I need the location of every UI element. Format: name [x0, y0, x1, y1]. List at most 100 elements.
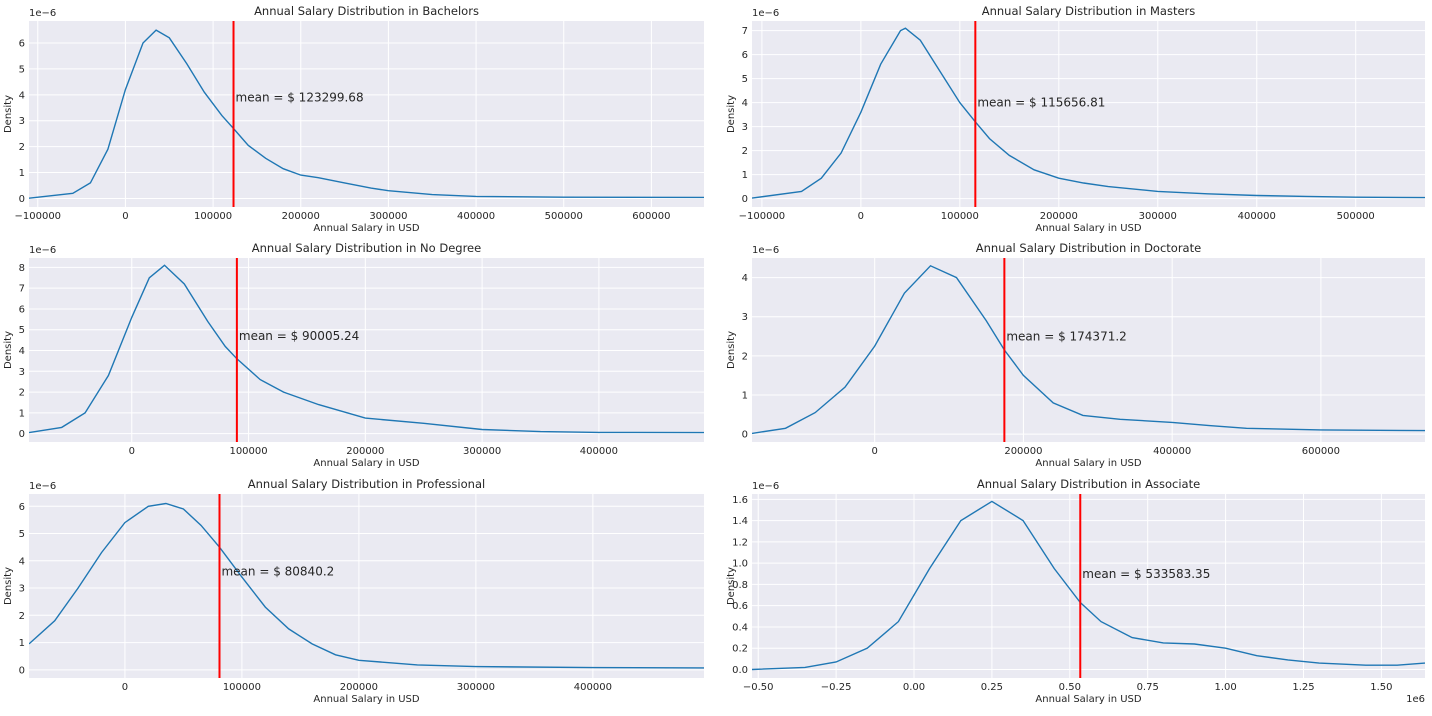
plot-area [29, 21, 704, 207]
plot-area [752, 21, 1425, 207]
x-tick-label: −0.50 [743, 682, 774, 693]
y-tick-label: 5 [19, 529, 25, 540]
y-tick-label: 7 [19, 284, 25, 295]
x-tick-label: 400000 [574, 682, 612, 693]
y-tick-label: 7 [742, 26, 748, 37]
y-tick-label: 2 [19, 611, 25, 622]
x-tick-label: 100000 [229, 446, 267, 457]
x-tick-label: 500000 [1337, 211, 1375, 222]
y-tick-label: 6 [19, 304, 25, 315]
x-tick-label: 1.25 [1292, 682, 1314, 693]
y-tick-label: 4 [19, 90, 25, 101]
chart-title: Annual Salary Distribution in Doctorate [976, 241, 1201, 255]
mean-annotation: mean = $ 90005.24 [239, 329, 359, 343]
x-tick-label: 200000 [1004, 446, 1042, 457]
x-tick-label: 0 [122, 211, 128, 222]
y-tick-label: 1 [19, 638, 25, 649]
plot-area [752, 258, 1425, 442]
y-tick-label: 0 [742, 430, 748, 441]
plot-area [752, 494, 1425, 678]
mean-annotation: mean = $ 80840.2 [221, 565, 334, 579]
y-tick-label: 1.0 [732, 559, 748, 570]
mean-annotation: mean = $ 123299.68 [236, 90, 364, 104]
x-tick-label: 400000 [1153, 446, 1191, 457]
x-tick-label: 200000 [340, 682, 378, 693]
x-tick-label: 1.00 [1214, 682, 1236, 693]
x-tick-label: −0.25 [821, 682, 852, 693]
chart-panel: −100000 0 100000 200000 300000 400000 500000 60… [3, 4, 704, 234]
chart-panel: −0.50 −0.25 0.00 0.25 0.50 0.75 1.00 1.25 1.50 0.… [726, 477, 1425, 705]
y-tick-label: 3 [19, 584, 25, 595]
y-offset-label: 1e−6 [752, 245, 779, 256]
chart-panel: 0 200000 400000 600000 0 1 2 3 4 Annual Salary Di… [726, 241, 1425, 469]
x-tick-label: 300000 [1139, 211, 1177, 222]
chart-title: Annual Salary Distribution in Associate [977, 477, 1200, 491]
y-tick-label: 3 [19, 367, 25, 378]
x-tick-label: 1.50 [1370, 682, 1392, 693]
y-tick-label: 0.2 [732, 644, 748, 655]
y-axis-label: Density [3, 331, 14, 369]
chart-title: Annual Salary Distribution in Profession… [248, 477, 485, 491]
y-tick-label: 6 [19, 502, 25, 513]
x-tick-label: 600000 [632, 211, 670, 222]
x-axis-label: Annual Salary in USD [313, 694, 419, 705]
x-tick-label: 400000 [457, 211, 495, 222]
density-curve [752, 500, 1425, 671]
y-tick-label: 0.4 [732, 622, 748, 633]
x-axis-label: Annual Salary in USD [1035, 458, 1141, 469]
y-axis-label: Density [3, 567, 14, 605]
mean-annotation: mean = $ 115656.81 [977, 96, 1105, 110]
density-curve [29, 502, 704, 669]
y-tick-label: 0 [19, 194, 25, 205]
x-tick-label: 300000 [463, 446, 501, 457]
plot-area [29, 258, 704, 442]
y-axis-label: Density [726, 567, 737, 605]
x-tick-label: 0 [872, 446, 878, 457]
y-tick-label: 0.0 [732, 665, 748, 676]
y-tick-label: 0.8 [732, 580, 748, 591]
y-axis-label: Density [726, 95, 737, 133]
x-tick-label: −100000 [739, 211, 786, 222]
y-tick-label: 6 [742, 50, 748, 61]
x-axis-label: Annual Salary in USD [1035, 223, 1141, 234]
y-tick-label: 1.4 [732, 516, 748, 527]
mean-annotation: mean = $ 174371.2 [1006, 329, 1126, 343]
y-tick-label: 2 [742, 146, 748, 157]
chart-title: Annual Salary Distribution in Bachelors [254, 4, 479, 18]
x-tick-label: 100000 [223, 682, 261, 693]
x-tick-label: 400000 [580, 446, 618, 457]
x-tick-label: 500000 [545, 211, 583, 222]
y-tick-label: 2 [19, 388, 25, 399]
chart-panel: 0 100000 200000 300000 400000 0 1 2 3 4 5 6 Annual S… [3, 477, 704, 705]
x-tick-label: 200000 [1040, 211, 1078, 222]
y-tick-label: 1 [742, 391, 748, 402]
y-tick-label: 0.6 [732, 601, 748, 612]
y-tick-label: 4 [742, 98, 748, 109]
y-tick-label: 1 [19, 408, 25, 419]
y-tick-label: 1 [742, 170, 748, 181]
y-tick-label: 3 [742, 122, 748, 133]
x-axis-label: Annual Salary in USD [313, 458, 419, 469]
x-tick-label: 300000 [457, 682, 495, 693]
x-tick-label: 200000 [282, 211, 320, 222]
x-tick-label: 100000 [941, 211, 979, 222]
y-tick-label: 0 [19, 665, 25, 676]
density-curve [29, 29, 704, 199]
chart-panel: 0 100000 200000 300000 400000 0 1 2 3 4 5 6 7 8 Annual… [3, 241, 704, 469]
chart-panel: −100000 0 100000 200000 300000 400000 500000 0 1… [726, 4, 1425, 234]
y-tick-label: 0 [19, 429, 25, 440]
density-curve [752, 27, 1425, 199]
x-tick-label: 400000 [1238, 211, 1276, 222]
x-tick-label: 0.50 [1059, 682, 1081, 693]
y-offset-label: 1e−6 [29, 8, 56, 19]
y-tick-label: 3 [19, 116, 25, 127]
x-tick-label: 0 [129, 446, 135, 457]
x-tick-label: 0.75 [1137, 682, 1159, 693]
y-tick-label: 2 [19, 142, 25, 153]
y-offset-label: 1e−6 [752, 8, 779, 19]
chart-title: Annual Salary Distribution in Masters [982, 4, 1196, 18]
y-tick-label: 4 [19, 556, 25, 567]
y-axis-label: Density [3, 95, 14, 133]
x-tick-label: 600000 [1302, 446, 1340, 457]
